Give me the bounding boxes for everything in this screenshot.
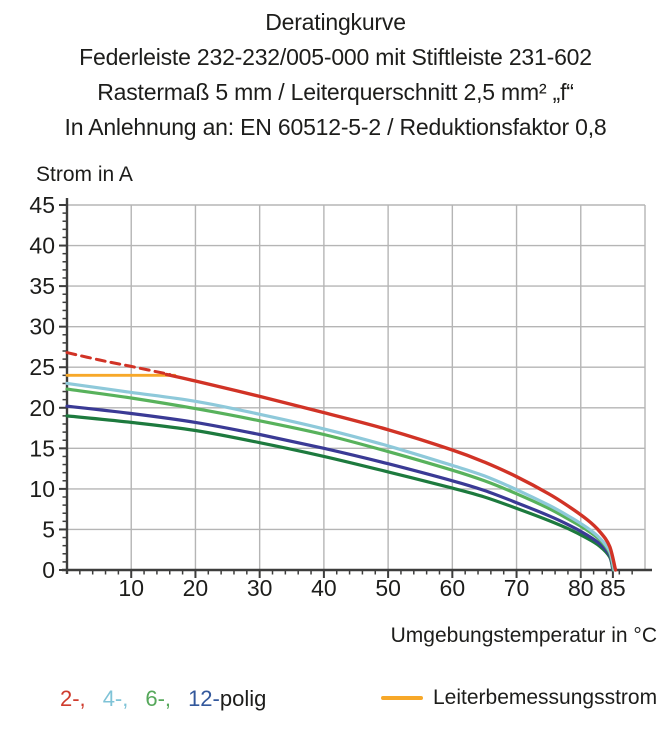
y-tick-label: 40: [29, 233, 55, 259]
grid-lines: [67, 204, 646, 570]
legend-pole-items: 2-, 4-, 6-, 12-: [60, 686, 220, 711]
legend-pole-item: 2-,: [60, 686, 86, 711]
x-tick-label: 50: [375, 575, 401, 601]
rated-current-swatch: [381, 696, 423, 700]
curve-4-polig: [65, 381, 616, 572]
y-tick-label: 5: [42, 516, 55, 542]
legend-rated-current: Leiterbemessungsstrom: [381, 686, 657, 710]
y-tick-label: 20: [29, 395, 55, 421]
title-line-3: Rastermaß 5 mm / Leiterquerschnitt 2,5 m…: [97, 79, 574, 105]
curves: [65, 351, 618, 572]
title-line-2: Federleiste 232-232/005-000 mit Stiftlei…: [79, 44, 592, 70]
rated-current-label: Leiterbemessungsstrom: [433, 686, 658, 709]
y-tick-label: 0: [42, 557, 55, 583]
curve-12-polig: [65, 404, 615, 572]
chart-title-block: Deratingkurve Federleiste 232-232/005-00…: [0, 5, 671, 145]
x-axis-title: Umgebungstemperatur in °C: [390, 624, 657, 647]
y-tick-label: 35: [29, 273, 55, 299]
x-tick-label: 30: [247, 575, 273, 601]
curve-2-polig-gestrichelt-: [65, 351, 172, 376]
y-tick-label: 10: [29, 476, 55, 502]
legend-pole-item: 12-: [188, 686, 220, 711]
x-tick-label: 60: [440, 575, 466, 601]
curve-2-polig: [164, 372, 618, 572]
title-line-4: In Anlehnung an: EN 60512-5-2 / Reduktio…: [64, 114, 607, 140]
x-tick-label: 40: [311, 575, 337, 601]
legend-pole-item: 6-,: [145, 686, 172, 711]
legend-pole-item: 4-,: [102, 686, 129, 711]
y-tick-label: 45: [29, 192, 55, 218]
legend-pole-suffix: polig: [219, 686, 267, 711]
y-axis-title: Strom in A: [36, 163, 133, 186]
curve-dunkelgr-n-ohne-beschriftung-: [65, 414, 615, 572]
legend-pole-counts: 2-, 4-, 6-, 12-polig: [60, 686, 266, 712]
axis-ticks: [59, 204, 633, 578]
x-tick-label: 85: [600, 575, 626, 601]
axes: [62, 198, 652, 574]
x-tick-label: 70: [504, 575, 530, 601]
y-tick-label: 30: [29, 314, 55, 340]
x-tick-label: 20: [183, 575, 209, 601]
title-line-1: Deratingkurve: [265, 9, 406, 35]
x-tick-label: 10: [118, 575, 144, 601]
y-tick-label: 15: [29, 435, 55, 461]
y-tick-label: 25: [29, 354, 55, 380]
tick-labels: 10 20 30 40 50 60 70 80 85 0 5 10 15 20 25 30 35 40 45: [29, 192, 625, 601]
x-tick-label: 80: [568, 575, 594, 601]
